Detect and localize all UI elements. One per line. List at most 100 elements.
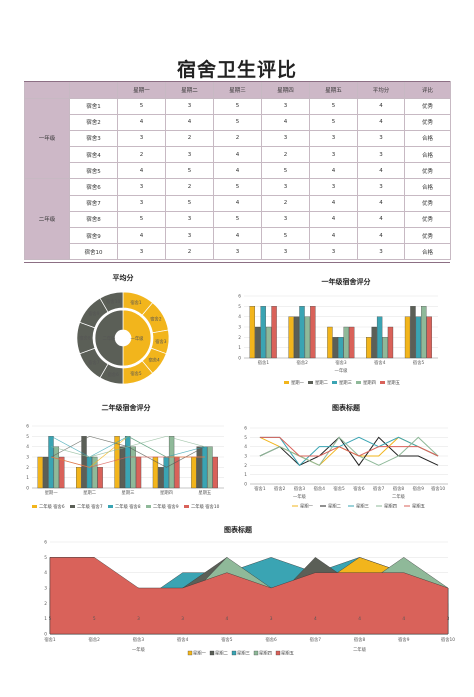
legend-label: 星期一 bbox=[193, 651, 207, 657]
bar bbox=[404, 316, 411, 359]
rating-cell: 合格 bbox=[404, 243, 451, 261]
x-tick-label: 宿舍2 bbox=[297, 359, 309, 366]
legend-label: 二年级 宿舍7 bbox=[77, 503, 103, 510]
bar bbox=[421, 306, 427, 359]
donut-title: 平均分 bbox=[113, 273, 134, 282]
table-row: 宿舍5 4 5 4 5 4 4 优秀 bbox=[25, 162, 451, 180]
x-tick-label: 星期一 bbox=[45, 490, 59, 496]
y-tick-label: 2 bbox=[26, 465, 29, 471]
score-cell: 3 bbox=[213, 243, 262, 261]
score-cell: 2 bbox=[261, 194, 310, 212]
score-cell: 5 bbox=[213, 97, 262, 115]
legend-swatch bbox=[70, 505, 75, 508]
donut-outer-slice bbox=[99, 291, 124, 313]
y-tick-label: 5 bbox=[238, 304, 241, 310]
score-cell: 2 bbox=[213, 129, 262, 148]
rating-cell: 优秀 bbox=[404, 226, 451, 245]
header-cell: 星期一 bbox=[117, 81, 166, 99]
y-tick-label: 6 bbox=[238, 294, 241, 300]
donut-slice-label: 宿舍4 bbox=[148, 356, 160, 363]
score-cell: 4 bbox=[213, 162, 262, 180]
y-tick-label: 5 bbox=[26, 434, 29, 440]
legend-swatch bbox=[380, 381, 385, 384]
average-cell: 4 bbox=[357, 226, 405, 245]
x-tick-label: 宿舍4 bbox=[374, 359, 386, 366]
y-tick-label: 0 bbox=[238, 356, 241, 362]
score-cell: 3 bbox=[261, 129, 310, 148]
x-tick-label: 宿舍1 bbox=[254, 485, 266, 492]
header-cell: 评比 bbox=[404, 81, 451, 99]
y-tick-label: 2 bbox=[44, 601, 47, 607]
bar bbox=[376, 316, 383, 359]
score-cell: 5 bbox=[261, 226, 310, 245]
dorm-name-cell: 宿舍5 bbox=[69, 162, 118, 180]
legend-label: 二年级 宿舍9 bbox=[153, 503, 179, 510]
table-row: 宿舍10 3 2 3 3 3 3 合格 bbox=[25, 243, 451, 261]
y-tick-label: 1 bbox=[238, 345, 241, 351]
y-tick-label: 0 bbox=[26, 486, 29, 492]
x-group-label: 一年级 bbox=[132, 646, 146, 653]
score-cell: 5 bbox=[165, 162, 214, 180]
dorm-name-cell: 宿舍8 bbox=[69, 210, 118, 229]
bar bbox=[288, 316, 294, 359]
bar bbox=[382, 337, 388, 359]
score-cell: 2 bbox=[261, 146, 310, 164]
score-cell: 4 bbox=[213, 194, 262, 212]
legend-label: 星期一 bbox=[291, 380, 305, 386]
dorm-name-cell: 宿舍9 bbox=[69, 226, 118, 245]
dorm-name-cell: 宿舍2 bbox=[69, 113, 118, 131]
table-row: 宿舍2 4 4 5 4 5 4 优秀 bbox=[25, 113, 451, 131]
area-data-label: 4 bbox=[314, 616, 317, 622]
x-tick-label: 宿舍9 bbox=[398, 636, 410, 643]
bar bbox=[265, 326, 272, 359]
y-tick-label: 3 bbox=[244, 454, 247, 460]
score-cell: 3 bbox=[261, 97, 310, 115]
rating-cell: 合格 bbox=[404, 129, 451, 148]
legend-label: 星期四 bbox=[259, 651, 272, 657]
y-tick-label: 4 bbox=[244, 444, 247, 450]
legend-label: 星期二 bbox=[215, 651, 229, 657]
average-cell: 3 bbox=[357, 178, 405, 196]
bar bbox=[371, 326, 377, 359]
bar bbox=[348, 326, 355, 359]
score-area-chart: 图表标题 0 1 2 3 4 5 6 5 5 3 3 4 3 4 4 4 3 宿舍1 宿舍2 宿舍3 宿舍4 宿舍5 宿舍6… bbox=[44, 525, 455, 657]
bar bbox=[119, 446, 126, 489]
bar bbox=[158, 467, 164, 489]
score-cell: 3 bbox=[117, 194, 166, 212]
legend-swatch bbox=[253, 650, 259, 656]
x-group-label: 二年级 bbox=[353, 646, 367, 653]
legend-label: 二年级 宿舍6 bbox=[39, 503, 65, 510]
legend-label: 星期一 bbox=[300, 504, 314, 510]
score-cell: 4 bbox=[309, 226, 358, 245]
x-tick-label: 宿舍4 bbox=[314, 485, 326, 492]
grade-cell: 二年级 bbox=[24, 178, 70, 261]
score-cell: 3 bbox=[261, 178, 310, 196]
header-cell bbox=[24, 81, 70, 99]
donut-slice-label: 宿舍9 bbox=[88, 310, 100, 317]
line-title: 图表标题 bbox=[332, 403, 361, 412]
bar bbox=[86, 456, 93, 489]
average-cell: 3 bbox=[357, 146, 405, 164]
rating-cell: 优秀 bbox=[404, 194, 451, 212]
y-tick-label: 4 bbox=[26, 444, 29, 450]
score-cell: 2 bbox=[165, 243, 214, 261]
y-tick-label: 3 bbox=[26, 455, 29, 461]
y-tick-label: 1 bbox=[44, 616, 47, 622]
bar bbox=[327, 326, 333, 359]
x-tick-label: 宿舍7 bbox=[310, 636, 322, 643]
bar bbox=[48, 436, 54, 489]
grade-cell: 一年级 bbox=[24, 97, 70, 180]
area-data-label: 4 bbox=[402, 616, 405, 622]
score-cell: 4 bbox=[117, 162, 166, 180]
score-cell: 4 bbox=[309, 162, 358, 180]
score-cell: 5 bbox=[117, 97, 166, 115]
average-cell: 4 bbox=[357, 113, 405, 131]
header-cell: 平均分 bbox=[357, 81, 405, 99]
dorm-name-cell: 宿舍3 bbox=[69, 129, 118, 148]
score-cell: 5 bbox=[117, 210, 166, 229]
bar bbox=[426, 316, 432, 359]
legend-swatch bbox=[187, 650, 193, 656]
y-tick-label: 2 bbox=[238, 335, 241, 341]
bar bbox=[249, 306, 256, 359]
x-tick-label: 宿舍10 bbox=[441, 636, 455, 643]
